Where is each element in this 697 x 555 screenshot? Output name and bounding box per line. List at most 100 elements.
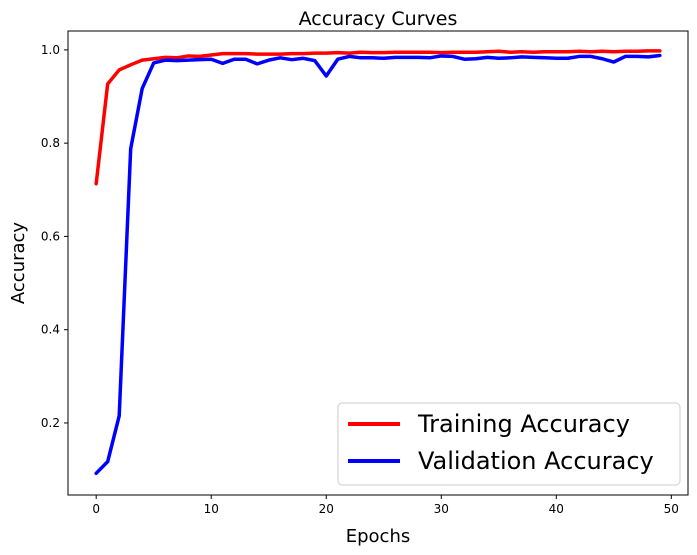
data-point-training-accuracy [279,53,281,55]
data-point-training-accuracy [129,64,131,66]
data-point-training-accuracy [164,56,166,58]
data-point-validation-accuracy [555,57,557,59]
series-line-training-accuracy [94,49,662,186]
data-point-validation-accuracy [106,460,108,462]
series-line-validation-accuracy [94,53,662,476]
data-point-validation-accuracy [452,55,454,57]
x-tick-label: 10 [204,502,219,516]
data-point-training-accuracy [118,69,120,71]
data-point-validation-accuracy [199,58,201,60]
data-point-validation-accuracy [176,59,178,61]
data-point-validation-accuracy [624,55,626,57]
data-point-training-accuracy [440,51,442,53]
data-point-training-accuracy [590,51,592,53]
data-point-validation-accuracy [532,56,534,58]
legend-label-training: Training Accuracy [417,410,630,438]
data-point-validation-accuracy [429,57,431,59]
data-point-training-accuracy [176,57,178,59]
data-point-validation-accuracy [256,63,258,65]
y-tick-label: 0.4 [41,323,60,337]
data-point-validation-accuracy [613,61,615,63]
data-point-validation-accuracy [302,57,304,59]
y-axis: 0.2 0.4 0.6 0.8 1.0 [41,43,68,430]
data-point-training-accuracy [394,51,396,53]
legend-box [337,402,681,486]
data-point-training-accuracy [578,50,580,52]
x-tick-label: 40 [549,502,564,516]
data-point-training-accuracy [532,51,534,53]
data-point-validation-accuracy [222,62,224,64]
data-point-training-accuracy [233,52,235,54]
data-point-validation-accuracy [141,87,143,89]
data-point-validation-accuracy [348,55,350,57]
data-point-training-accuracy [486,51,488,53]
data-point-training-accuracy [222,52,224,54]
data-point-validation-accuracy [394,56,396,58]
data-point-training-accuracy [348,52,350,54]
series-layer [94,49,662,476]
data-point-training-accuracy [371,51,373,53]
data-point-validation-accuracy [291,58,293,60]
data-point-validation-accuracy [314,59,316,61]
data-point-training-accuracy [153,58,155,60]
data-point-validation-accuracy [245,58,247,60]
data-point-training-accuracy [302,52,304,54]
data-point-training-accuracy [475,51,477,53]
data-point-validation-accuracy [659,54,661,56]
data-point-training-accuracy [199,55,201,57]
data-point-validation-accuracy [360,57,362,59]
data-point-validation-accuracy [544,57,546,59]
data-point-training-accuracy [647,50,649,52]
data-point-training-accuracy [383,51,385,53]
data-point-validation-accuracy [210,58,212,60]
data-point-training-accuracy [452,51,454,53]
data-point-validation-accuracy [279,57,281,59]
data-point-validation-accuracy [325,75,327,77]
data-point-validation-accuracy [486,56,488,58]
legend-label-validation: Validation Accuracy [418,447,654,475]
data-point-training-accuracy [106,83,108,85]
data-point-training-accuracy [210,54,212,56]
data-point-validation-accuracy [578,55,580,57]
data-point-training-accuracy [567,51,569,53]
x-axis: 0 10 20 30 40 50 [92,495,679,516]
data-point-training-accuracy [337,51,339,53]
chart-title: Accuracy Curves [299,8,458,30]
data-point-validation-accuracy [95,472,97,474]
x-tick-label: 0 [92,502,100,516]
y-axis-label: Accuracy [8,222,29,305]
data-point-validation-accuracy [417,56,419,58]
plot-frame [67,30,689,496]
y-tick-label: 0.2 [41,416,60,430]
data-point-training-accuracy [544,51,546,53]
data-point-validation-accuracy [153,62,155,64]
x-tick-label: 50 [664,502,679,516]
data-point-validation-accuracy [509,57,511,59]
data-point-validation-accuracy [463,58,465,60]
data-point-training-accuracy [291,52,293,54]
data-point-validation-accuracy [268,59,270,61]
data-point-validation-accuracy [567,57,569,59]
data-point-training-accuracy [417,51,419,53]
data-point-training-accuracy [141,59,143,61]
data-point-training-accuracy [268,53,270,55]
data-point-validation-accuracy [187,59,189,61]
data-point-validation-accuracy [636,55,638,57]
data-point-training-accuracy [406,51,408,53]
data-point-validation-accuracy [406,56,408,58]
data-point-training-accuracy [509,51,511,53]
data-point-validation-accuracy [498,57,500,59]
legend: Training Accuracy Validation Accuracy [337,402,681,486]
data-point-training-accuracy [498,50,500,52]
data-point-training-accuracy [659,50,661,52]
x-tick-label: 20 [319,502,334,516]
data-point-training-accuracy [601,50,603,52]
data-point-training-accuracy [187,55,189,57]
data-point-training-accuracy [429,51,431,53]
y-tick-label: 0.6 [41,229,60,243]
data-point-training-accuracy [555,51,557,53]
data-point-validation-accuracy [118,415,120,417]
data-point-training-accuracy [360,51,362,53]
data-point-validation-accuracy [647,56,649,58]
